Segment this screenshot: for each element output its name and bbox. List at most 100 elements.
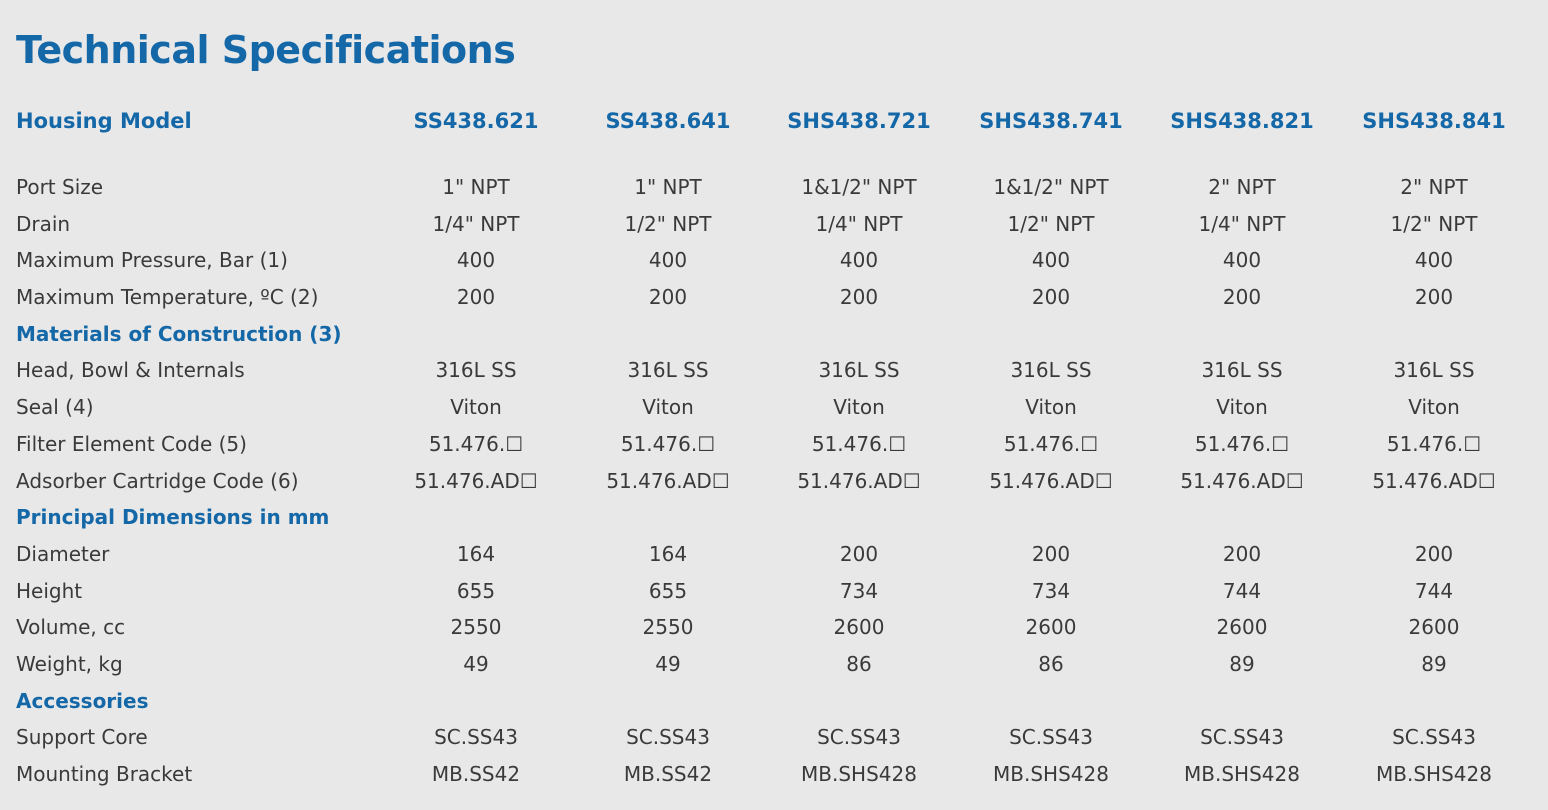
table-cell: 89 xyxy=(1229,651,1255,676)
table-cell: 1" NPT xyxy=(442,175,510,199)
table-cell: 400 xyxy=(1031,248,1071,273)
table-cell: 1/4" NPT xyxy=(815,211,903,236)
model-header: SS438.641 xyxy=(605,109,731,133)
table-cell: 86 xyxy=(1038,651,1064,676)
table-cell: 51.476.AD☐ xyxy=(989,468,1113,493)
table-row: Mounting Bracket MB.SS42 MB.SS42 MB.SHS428 M… xyxy=(0,756,1548,793)
section-title: Accessories xyxy=(16,688,149,713)
section-title: Principal Dimensions in mm xyxy=(16,505,330,530)
row-label: Height xyxy=(16,578,83,603)
model-header: SHS438.821 xyxy=(1170,109,1314,133)
table-cell: MB.SHS428 xyxy=(993,762,1109,786)
row-label: Port Size xyxy=(16,175,104,199)
table-cell: 2600 xyxy=(1408,615,1460,640)
table-cell: 1/2" NPT xyxy=(1007,211,1095,236)
table-cell: 316L SS xyxy=(435,358,517,383)
table-row: Drain 1/4" NPT 1/2" NPT 1/4" NPT 1/2" NPT 1/4… xyxy=(0,206,1548,243)
row-label: Maximum Temperature, ºC (2) xyxy=(16,285,319,310)
row-label: Adsorber Cartridge Code (6) xyxy=(16,468,299,493)
table-row: Height 655 655 734 734 744 744 xyxy=(0,573,1548,610)
table-cell: MB.SHS428 xyxy=(801,762,917,786)
table-cell: SC.SS43 xyxy=(817,725,901,750)
table-cell: 655 xyxy=(456,578,496,603)
table-cell: 2600 xyxy=(1216,615,1268,640)
table-cell: SC.SS43 xyxy=(1392,725,1476,750)
table-cell: 86 xyxy=(846,651,872,676)
row-label: Support Core xyxy=(16,725,148,750)
table-cell: SC.SS43 xyxy=(1200,725,1284,750)
table-cell: 734 xyxy=(1031,578,1071,603)
table-cell: 1/4" NPT xyxy=(1198,211,1286,236)
table-cell: 400 xyxy=(1222,248,1262,273)
table-cell: 734 xyxy=(839,578,879,603)
table-cell: 1&1/2" NPT xyxy=(993,175,1109,199)
table-row: Filter Element Code (5) 51.476.☐ 51.476.☐ 5… xyxy=(0,426,1548,463)
table-cell: 89 xyxy=(1421,651,1447,676)
table-cell: 316L SS xyxy=(1201,358,1283,383)
table-cell: MB.SS42 xyxy=(431,762,521,786)
header-row: Housing Model SS438.621 SS438.641 SHS438… xyxy=(0,100,1548,142)
section-title: Materials of Construction (3) xyxy=(16,321,342,346)
row-label: Mounting Bracket xyxy=(16,762,193,786)
table-cell: 200 xyxy=(839,285,879,310)
table-cell: SC.SS43 xyxy=(626,725,710,750)
table-cell: 2" NPT xyxy=(1400,175,1468,199)
table-cell: 51.476.☐ xyxy=(428,431,524,456)
spec-table: Housing Model SS438.621 SS438.641 SHS438… xyxy=(0,100,1548,793)
table-cell: 49 xyxy=(655,651,681,676)
table-row: Head, Bowl & Internals 316L SS 316L SS 316L… xyxy=(0,352,1548,389)
row-label: Volume, cc xyxy=(16,615,126,640)
table-cell: 164 xyxy=(456,541,496,566)
table-cell: MB.SS42 xyxy=(623,762,713,786)
model-header: SHS438.721 xyxy=(787,109,931,133)
table-row: Volume, cc 2550 2550 2600 2600 2600 2600 xyxy=(0,609,1548,646)
table-cell: 51.476.AD☐ xyxy=(797,468,921,493)
table-cell: 744 xyxy=(1222,578,1262,603)
table-cell: 200 xyxy=(456,285,496,310)
model-header: SHS438.741 xyxy=(979,109,1123,133)
model-header: SHS438.841 xyxy=(1362,109,1506,133)
table-cell: 200 xyxy=(1031,541,1071,566)
table-cell: 1/2" NPT xyxy=(624,211,712,236)
row-label: Head, Bowl & Internals xyxy=(16,358,245,383)
table-cell: SC.SS43 xyxy=(1009,725,1093,750)
table-cell: 200 xyxy=(648,285,688,310)
row-label: Drain xyxy=(16,211,71,236)
table-cell: 51.476.☐ xyxy=(1194,431,1290,456)
section-header-row: Principal Dimensions in mm xyxy=(0,499,1548,536)
spec-rows: Port Size 1" NPT 1" NPT 1&1/2" NPT 1&1/2" NP… xyxy=(0,169,1548,793)
table-cell: 200 xyxy=(1222,285,1262,310)
table-cell: 51.476.AD☐ xyxy=(606,468,730,493)
table-cell: 1/4" NPT xyxy=(432,211,520,236)
table-cell: 400 xyxy=(456,248,496,273)
table-row: Diameter 164 164 200 200 200 200 xyxy=(0,536,1548,573)
table-cell: 200 xyxy=(1222,541,1262,566)
table-cell: 51.476.AD☐ xyxy=(414,468,538,493)
table-cell: MB.SHS428 xyxy=(1376,762,1492,786)
table-cell: 2600 xyxy=(1025,615,1077,640)
table-cell: 316L SS xyxy=(818,358,900,383)
section-header-row: Materials of Construction (3) xyxy=(0,316,1548,353)
table-cell: 400 xyxy=(839,248,879,273)
table-cell: 744 xyxy=(1414,578,1454,603)
table-cell: 51.476.☐ xyxy=(1003,431,1099,456)
table-cell: 316L SS xyxy=(1393,358,1475,383)
table-cell: SC.SS43 xyxy=(434,725,518,750)
table-row: Seal (4) Viton Viton Viton Viton Viton Viton xyxy=(0,389,1548,426)
table-cell: 655 xyxy=(648,578,688,603)
table-cell: 51.476.☐ xyxy=(811,431,907,456)
table-cell: 2550 xyxy=(642,615,694,640)
section-header-row: Accessories xyxy=(0,683,1548,720)
table-cell: MB.SHS428 xyxy=(1184,762,1300,786)
table-cell: 51.476.AD☐ xyxy=(1180,468,1304,493)
table-cell: Viton xyxy=(1216,395,1268,420)
table-cell: 2" NPT xyxy=(1208,175,1276,199)
table-cell: Viton xyxy=(1025,395,1077,420)
row-label: Seal (4) xyxy=(16,395,94,420)
table-cell: 51.476.AD☐ xyxy=(1372,468,1496,493)
table-cell: 200 xyxy=(1031,285,1071,310)
table-cell: 164 xyxy=(648,541,688,566)
table-cell: 316L SS xyxy=(1010,358,1092,383)
table-cell: 200 xyxy=(1414,541,1454,566)
row-label: Diameter xyxy=(16,541,110,566)
